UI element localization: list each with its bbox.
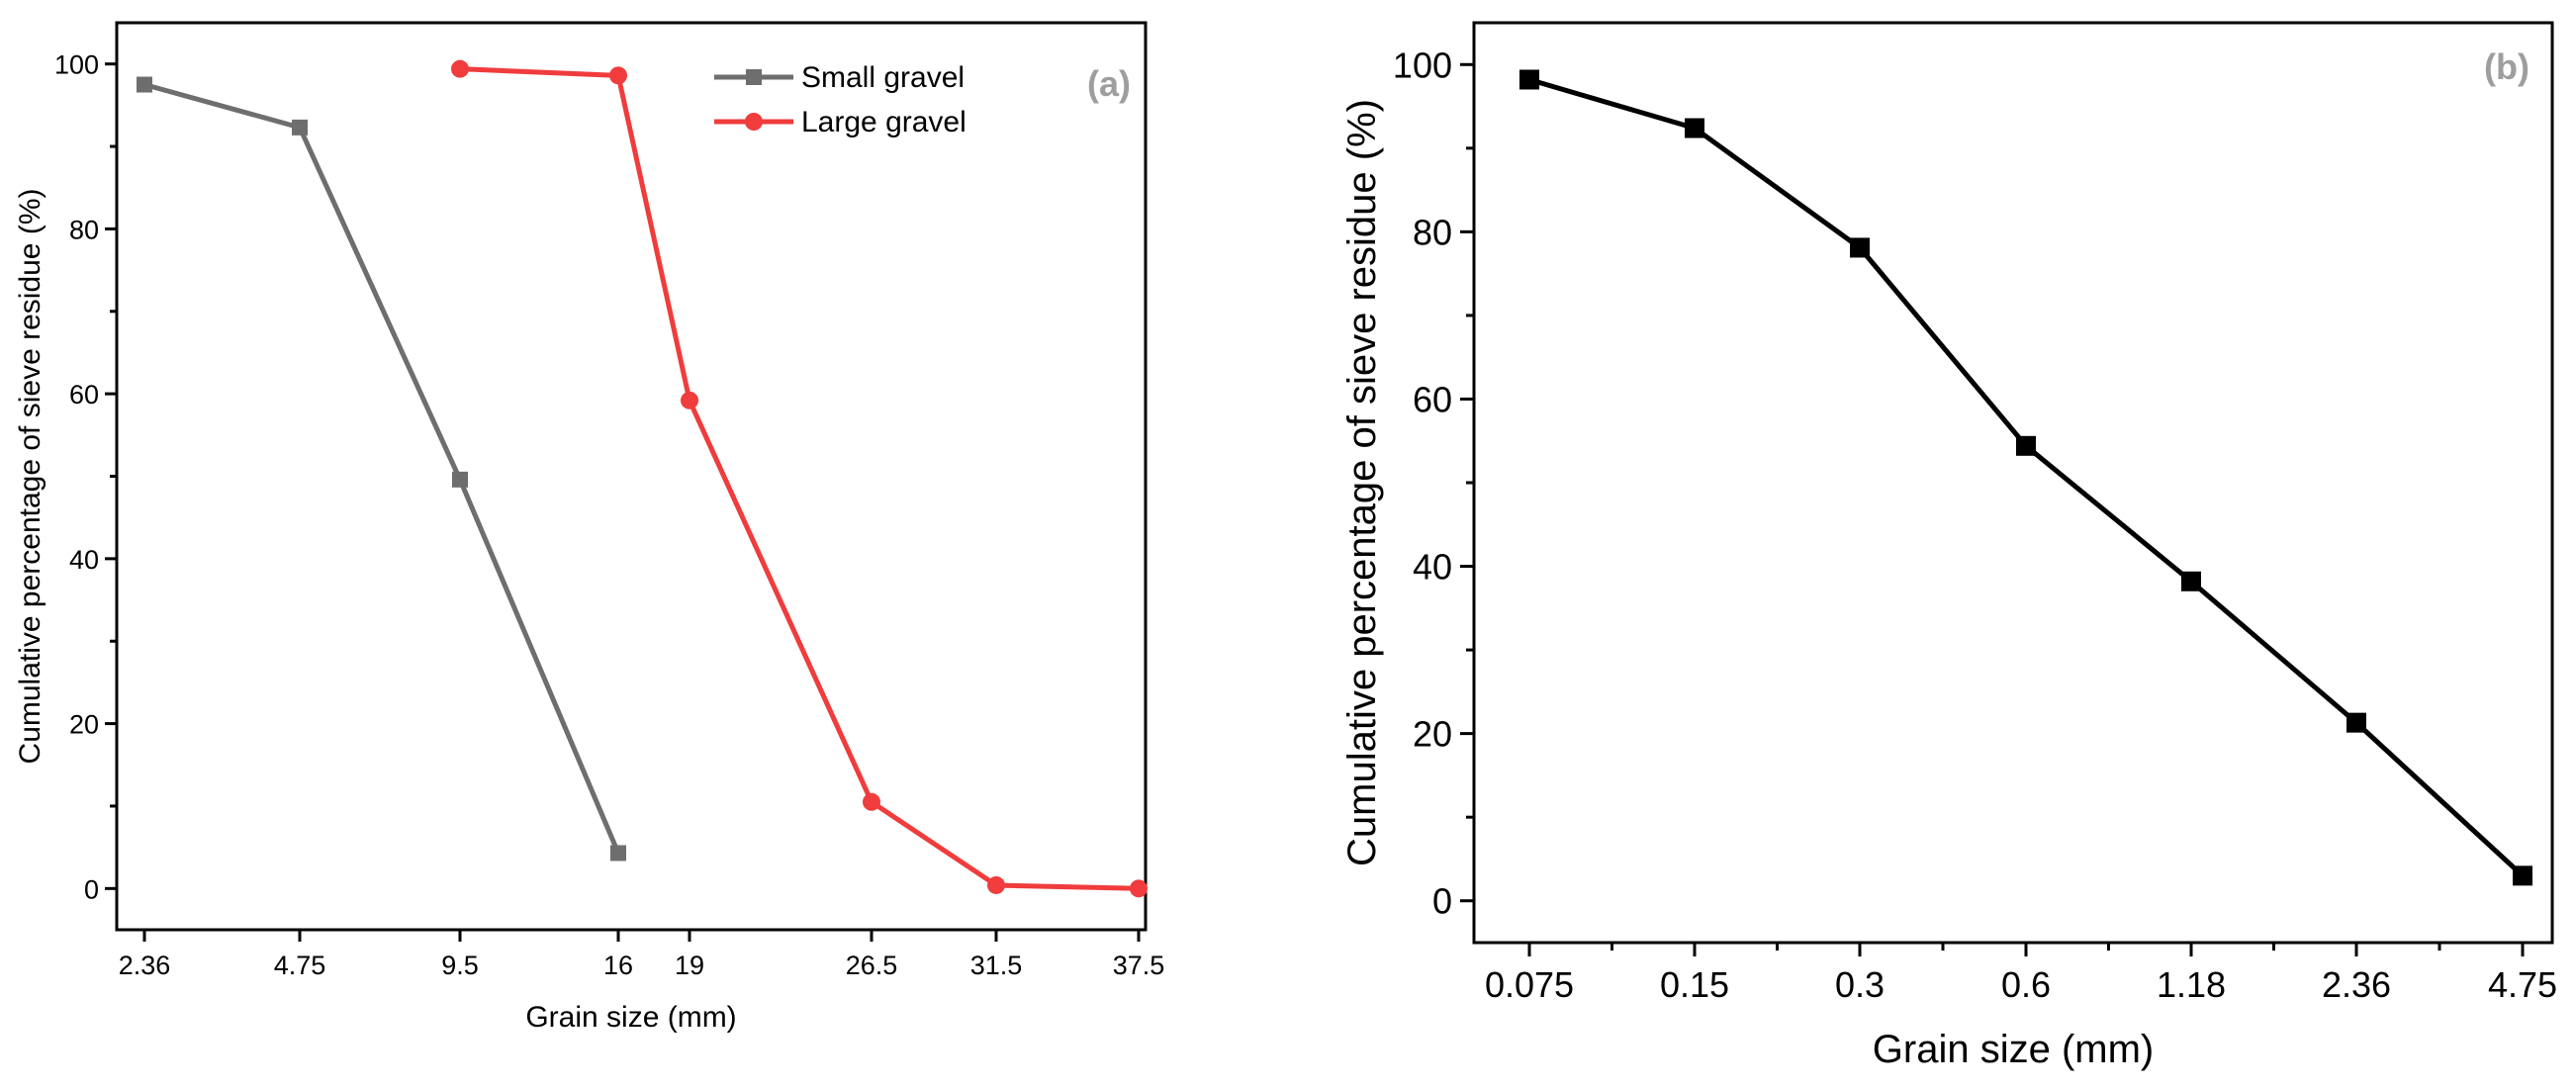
data-point (1850, 237, 1870, 258)
y-tick-label: 100 (54, 50, 99, 80)
panel-a-label: (a) (1087, 63, 1131, 104)
panel-a: (a) 2.36 4.75 9.5 16 19 26.5 31.5 37.5 0 20 40 60 80… (14, 21, 1164, 1034)
panel-b-y-axis-title: Cumulative percentage of sieve residue (… (1340, 99, 1384, 866)
y-tick-label: 0 (1432, 881, 1452, 922)
panel-b-x-axis-title: Grain size (mm) (1873, 1028, 2154, 1071)
y-tick-label: 40 (1413, 547, 1452, 588)
y-tick-label: 100 (1393, 45, 1452, 85)
x-tick-label: 2.36 (119, 951, 171, 980)
y-tick-label: 40 (69, 545, 99, 575)
data-point (2346, 712, 2366, 733)
y-tick-label: 20 (69, 710, 99, 740)
panel-a-plot-frame (115, 21, 1148, 932)
x-tick-label: 31.5 (970, 951, 1023, 980)
x-tick-label: 37.5 (1113, 951, 1165, 980)
x-tick-label: 0.075 (1485, 964, 1574, 1005)
panel-b-ticks: 0.075 0.15 0.3 0.6 1.18 2.36 4.75 0 20 40 60 80 100 (1393, 45, 2557, 1005)
y-tick-label: 60 (1413, 379, 1452, 419)
x-tick-label: 4.75 (274, 951, 326, 980)
x-tick-label: 4.75 (2488, 964, 2557, 1005)
panel-a-ticks: 2.36 4.75 9.5 16 19 26.5 31.5 37.5 0 20 40 60 80 100 (54, 50, 1164, 980)
data-point (1519, 69, 1539, 90)
legend-label: Large gravel (801, 106, 966, 138)
legend-marker (745, 113, 763, 131)
panel-b-series (1519, 69, 2532, 886)
x-tick-label: 9.5 (441, 951, 479, 980)
data-point (292, 119, 308, 136)
data-point (681, 391, 698, 409)
data-point (609, 66, 627, 85)
legend-marker (746, 69, 762, 85)
x-tick-label: 0.3 (1835, 964, 1885, 1005)
panel-b-label: (b) (2484, 46, 2530, 87)
data-point (451, 59, 469, 78)
data-point (1685, 118, 1704, 138)
panel-b: (b) 0.075 0.15 0.3 0.6 1.18 2.36 4.75 0 20 40 60 80… (1340, 21, 2557, 1071)
x-tick-label: 1.18 (2157, 964, 2226, 1005)
panel-a-legend: Small gravel Large gravel (714, 61, 966, 138)
panel-a-y-axis-title: Cumulative percentage of sieve residue (… (14, 189, 46, 765)
y-tick-label: 20 (1413, 714, 1452, 755)
data-point (137, 76, 152, 93)
data-point (987, 875, 1005, 894)
data-point (610, 845, 626, 862)
y-tick-label: 60 (69, 380, 99, 409)
y-tick-label: 80 (1413, 212, 1452, 252)
series-line-small-gravel (143, 82, 621, 855)
x-tick-label: 19 (675, 951, 704, 980)
data-point (2016, 435, 2036, 456)
y-tick-label: 80 (69, 215, 99, 244)
data-point (2181, 571, 2201, 591)
y-tick-label: 0 (84, 874, 99, 904)
x-tick-label: 26.5 (846, 951, 898, 980)
panel-b-plot-frame (1472, 21, 2554, 945)
panel-a-x-axis-title: Grain size (mm) (525, 1001, 736, 1034)
series-line (1528, 77, 2525, 878)
data-point (2513, 865, 2532, 886)
data-point (863, 792, 880, 811)
series-line-large-gravel (459, 66, 1140, 891)
x-tick-label: 0.6 (2001, 964, 2051, 1005)
data-point (452, 471, 468, 488)
x-tick-label: 2.36 (2322, 964, 2391, 1005)
x-tick-label: 0.15 (1660, 964, 1729, 1005)
x-tick-label: 16 (603, 951, 633, 980)
panel-a-series (137, 59, 1148, 898)
legend-label: Small gravel (801, 61, 965, 94)
data-point (1130, 879, 1148, 898)
